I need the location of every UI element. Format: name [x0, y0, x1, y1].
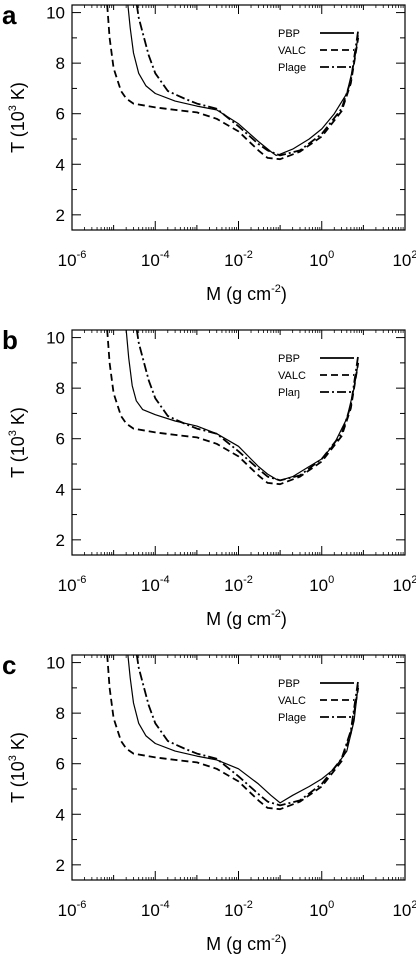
- x-axis-label: M (g cm-2): [206, 933, 287, 954]
- series-group: [106, 655, 360, 811]
- x-tick-label: 10-6: [58, 249, 87, 270]
- x-axis-label: M (g cm-2): [206, 608, 287, 629]
- series-line-dashed: [106, 655, 360, 811]
- series-group: [106, 5, 360, 161]
- chart-panel-c: c 10-6 10-4 10-2 100 102 2 4 6 8 10 M (g cm-2) T (10…: [2, 650, 416, 954]
- y-tick-label: 4: [56, 480, 65, 499]
- legend-label: VALC: [278, 370, 306, 382]
- panel-label: c: [2, 650, 16, 680]
- x-tick-label: 10-6: [58, 574, 87, 595]
- legend-label: Plage: [278, 62, 306, 74]
- y-tick-label: 10: [46, 654, 65, 673]
- series-line-dashdot: [135, 655, 360, 807]
- x-axis-label: M (g cm-2): [206, 283, 287, 304]
- y-axis-label: T (103 K): [7, 407, 28, 478]
- chart-panel-a: a 10-6 10-4 10-2 100 102 2 4 6 8 10 M (g cm-2) T (10…: [2, 0, 416, 304]
- series-line-dashdot: [135, 5, 360, 157]
- y-axis-label: T (103 K): [7, 82, 28, 153]
- series-line-dashed: [106, 5, 360, 161]
- y-tick-label: 10: [46, 4, 65, 23]
- x-tick-label: 10-4: [141, 249, 170, 270]
- y-tick-label: 2: [56, 531, 65, 550]
- y-tick-label: 8: [56, 54, 65, 73]
- legend-label: PBP: [278, 353, 300, 365]
- legend-label: VALC: [278, 695, 306, 707]
- x-tick-label: 10-4: [141, 574, 170, 595]
- x-tick-label: 100: [309, 899, 334, 920]
- x-tick-label: 10-4: [141, 899, 170, 920]
- plot-frame: [71, 4, 406, 231]
- y-tick-label: 8: [56, 704, 65, 723]
- series-line-solid: [127, 5, 359, 156]
- legend-label: VALC: [278, 45, 306, 57]
- y-tick-label: 4: [56, 805, 65, 824]
- y-tick-label: 6: [56, 430, 65, 449]
- y-tick-label: 6: [56, 105, 65, 124]
- y-tick-label: 6: [56, 755, 65, 774]
- y-tick-label: 10: [46, 329, 65, 348]
- y-tick-label: 4: [56, 155, 65, 174]
- x-tick-label: 100: [309, 249, 334, 270]
- x-tick-label: 100: [309, 574, 334, 595]
- panel-label: b: [2, 325, 18, 355]
- series-line-dashdot: [135, 330, 360, 482]
- legend-label: PBP: [278, 678, 300, 690]
- y-tick-label: 8: [56, 379, 65, 398]
- x-tick-label: 10-2: [224, 249, 253, 270]
- x-tick-label: 102: [392, 249, 416, 270]
- chart-panel-b: b 10-6 10-4 10-2 100 102 2 4 6 8 10 M (g cm-2) T (10…: [2, 325, 416, 629]
- panel-label: a: [2, 0, 17, 30]
- series-line-dashed: [106, 330, 360, 486]
- y-tick-label: 2: [56, 856, 65, 875]
- plot-frame: [71, 329, 406, 556]
- x-tick-label: 10-2: [224, 574, 253, 595]
- y-tick-label: 2: [56, 206, 65, 225]
- plot-frame: [71, 654, 406, 881]
- legend-label: Plage: [278, 712, 306, 724]
- x-tick-label: 10-2: [224, 899, 253, 920]
- series-group: [106, 330, 360, 486]
- x-tick-label: 10-6: [58, 899, 87, 920]
- x-tick-label: 102: [392, 899, 416, 920]
- y-axis-label: T (103 K): [7, 732, 28, 803]
- legend-label: Plaŋ: [278, 387, 300, 399]
- legend-label: PBP: [278, 28, 300, 40]
- x-tick-label: 102: [392, 574, 416, 595]
